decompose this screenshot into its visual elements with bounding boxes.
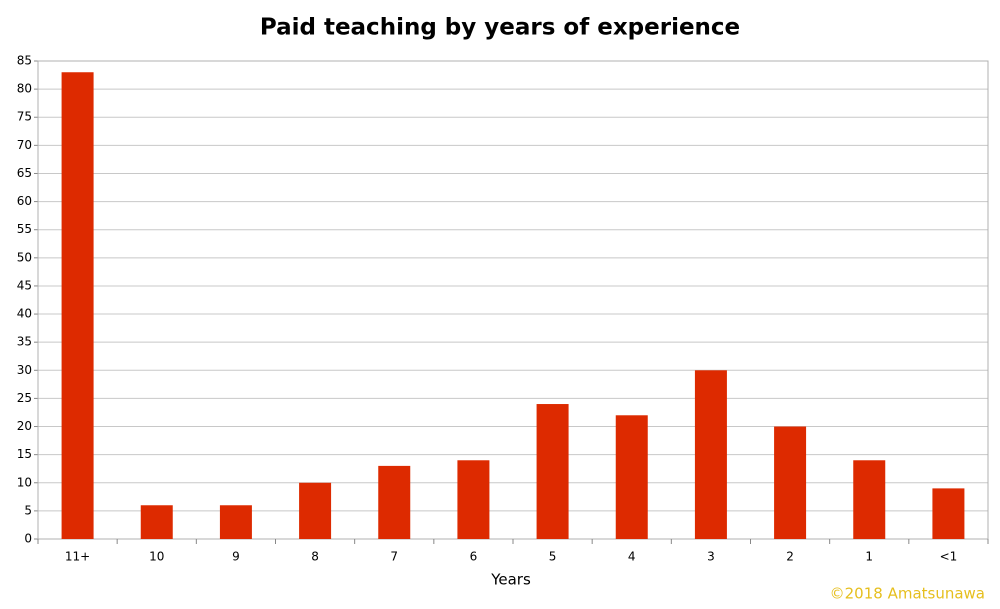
y-tick-label: 10 <box>17 475 32 489</box>
y-tick-label: 15 <box>17 447 32 461</box>
bar <box>694 370 727 539</box>
bar <box>457 460 490 539</box>
x-tick-label: 11+ <box>65 550 90 564</box>
bar <box>61 72 94 539</box>
x-tick-label: 3 <box>707 550 715 564</box>
y-tick-label: 70 <box>17 138 32 152</box>
y-tick-label: 65 <box>17 166 32 180</box>
x-tick-label: 2 <box>786 550 794 564</box>
y-tick-label: 40 <box>17 307 32 321</box>
x-tick-label: 5 <box>549 550 557 564</box>
plot-frame <box>37 60 989 540</box>
bar <box>932 488 965 539</box>
y-tick-label: 75 <box>17 110 32 124</box>
x-axis-label: Years <box>490 571 531 589</box>
bar <box>774 426 807 539</box>
bar <box>615 415 648 539</box>
x-tick-label: 7 <box>390 550 398 564</box>
y-tick-label: 55 <box>17 222 32 236</box>
bar <box>299 482 332 539</box>
y-tick-label: 25 <box>17 391 32 405</box>
x-tick-label: 1 <box>865 550 873 564</box>
y-tick-label: 5 <box>24 503 32 517</box>
y-tick-label: 85 <box>17 54 32 68</box>
bar <box>219 505 252 539</box>
y-tick-label: 30 <box>17 363 32 377</box>
x-tick-label: 8 <box>311 550 319 564</box>
y-tick-label: 20 <box>17 419 32 433</box>
x-tick-label: 6 <box>470 550 478 564</box>
x-tick-label: <1 <box>940 550 958 564</box>
y-tick-label: 60 <box>17 194 32 208</box>
bar <box>140 505 173 539</box>
x-tick-label: 9 <box>232 550 240 564</box>
y-tick-label: 80 <box>17 82 32 96</box>
bar <box>853 460 886 539</box>
bar <box>378 465 411 539</box>
annotation: ©2018 Amatsunawa <box>830 585 985 603</box>
y-tick-label: 35 <box>17 335 32 349</box>
y-tick-label: 45 <box>17 278 32 292</box>
x-tick-label: 10 <box>149 550 164 564</box>
y-tick-label: 50 <box>17 250 32 264</box>
bar <box>536 404 569 539</box>
y-tick-label: 0 <box>24 532 32 546</box>
x-tick-label: 4 <box>628 550 636 564</box>
chart-title: Paid teaching by years of experience <box>260 15 740 41</box>
